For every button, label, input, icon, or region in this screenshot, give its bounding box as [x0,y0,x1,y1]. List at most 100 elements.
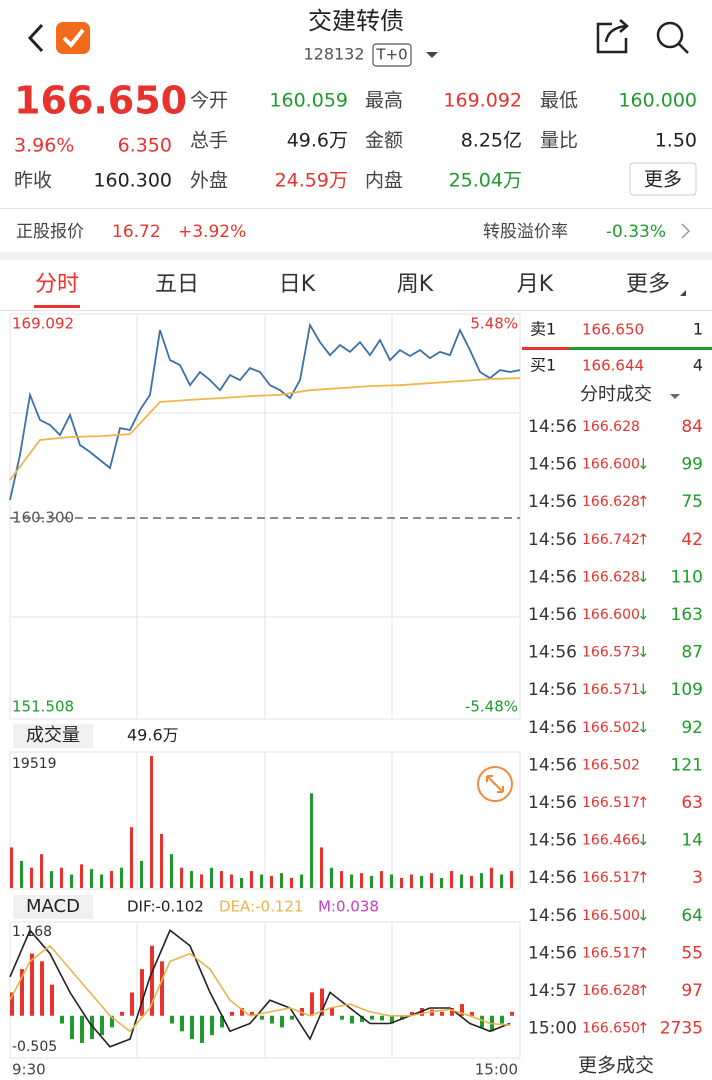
stock-label: 正股报价 [16,222,84,242]
tab[interactable]: 分时 [35,272,79,297]
volume-bar [140,860,143,888]
trade-arrow: ↑ [637,982,650,1000]
trade-price: 166.600 [582,607,640,623]
volume-bar [40,854,43,888]
macd-bar [380,1015,384,1021]
legend-entry: M:0.038 [318,898,379,916]
trade-qty: 55 [681,943,703,963]
bid-bar [570,347,712,350]
trade-qty: 63 [681,793,703,813]
back-button[interactable] [27,23,44,53]
macd-bar [440,1011,444,1016]
tab[interactable]: 日K [279,272,316,297]
macd-bar [50,984,54,1016]
legend-entry: DEA:-0.121 [219,898,303,916]
trade-price: 166.742 [582,532,640,548]
macd-bar [390,1015,394,1024]
volume-bar [180,867,183,888]
volume-bar [440,877,443,888]
volume-bar [60,867,63,888]
book-qty: 4 [693,356,703,375]
macd-bar [200,1015,204,1043]
macd-bar [170,1015,174,1024]
dropdown-arrow[interactable] [426,52,438,58]
volume-bar [330,867,333,888]
macd-bar [130,992,134,1016]
trade-time: 14:56 [528,831,577,851]
average-line [9,377,521,481]
stock-price: 16.72 [112,222,161,242]
macd-bar [210,1015,214,1036]
macd-bar [360,1015,364,1022]
volume-bar [70,874,73,888]
trade-price: 166.628 [582,419,640,435]
trade-qty: 109 [671,680,703,700]
trade-price: 166.502 [582,757,640,773]
last-price: 166.650 [14,79,187,123]
trade-price: 166.571 [582,682,640,698]
more-button-label[interactable]: 更多 [644,169,682,191]
volume-bar [370,875,373,888]
premium-label: 转股溢价率 [483,222,568,242]
macd-bar [190,1015,194,1040]
trade-arrow: ↓ [637,831,650,849]
volume-bar [270,875,273,888]
macd-bar [90,1015,94,1040]
chevron [681,223,691,239]
volume-bar [280,873,283,888]
more-button[interactable] [629,162,697,196]
trade-qty: 14 [681,831,703,851]
volume-bar [50,871,53,888]
trade-time: 14:56 [528,417,577,437]
pct-max-label: 5.48% [470,315,518,333]
volume-bar [360,873,363,888]
macd-bar [280,1015,284,1028]
expand-icon[interactable] [477,766,513,802]
volume-bar [340,871,343,888]
trade-time: 14:56 [528,605,577,625]
trade-time: 14:56 [528,567,577,587]
trade-time: 14:56 [528,455,577,475]
book-label: 买1 [530,356,556,375]
tab[interactable]: 周K [397,272,434,297]
trade-qty: 163 [671,605,703,625]
code: 128132 [303,45,364,64]
tab[interactable]: 更多 [626,272,670,297]
volume-bar [130,827,133,888]
trade-time: 14:56 [528,868,577,888]
macd-bar [120,1011,124,1016]
prev-close-label: 昨收 [14,170,52,192]
macd-bar [510,1011,514,1016]
tab[interactable]: 五日 [155,272,199,297]
macd-bar [330,1007,334,1016]
macd-bar [70,1015,74,1040]
tab[interactable]: 月K [517,272,554,297]
trade-qty: 75 [681,492,703,512]
share-button[interactable] [596,19,629,54]
macd-bar [500,1015,504,1024]
dropdown-arrow[interactable] [670,394,680,399]
quote-value: 160.059 [269,90,348,112]
app-icon [56,22,90,54]
macd-bar [400,1015,404,1020]
trade-qty: 84 [681,417,703,437]
trade-arrow: ↑ [637,794,650,812]
volume-bar [260,874,263,888]
trade-qty: 3 [692,868,703,888]
volume-bar [10,847,13,888]
macd-bar [140,969,144,1016]
macd-line [9,944,511,1033]
y-max-label: 169.092 [12,315,74,333]
search-button[interactable] [656,21,689,54]
volume-bar [110,871,113,888]
trade-price: 166.650 [582,1021,640,1037]
volume-title: 成交量 [26,725,80,746]
volume-bar [510,871,513,888]
more-trades[interactable]: 更多成交 [578,1055,654,1077]
macd-bar [250,1011,254,1016]
quote-value: 25.04万 [449,170,522,192]
macd-bar [430,1009,434,1016]
trade-qty: 2735 [660,1019,703,1039]
tab-more-arrow [680,290,686,296]
